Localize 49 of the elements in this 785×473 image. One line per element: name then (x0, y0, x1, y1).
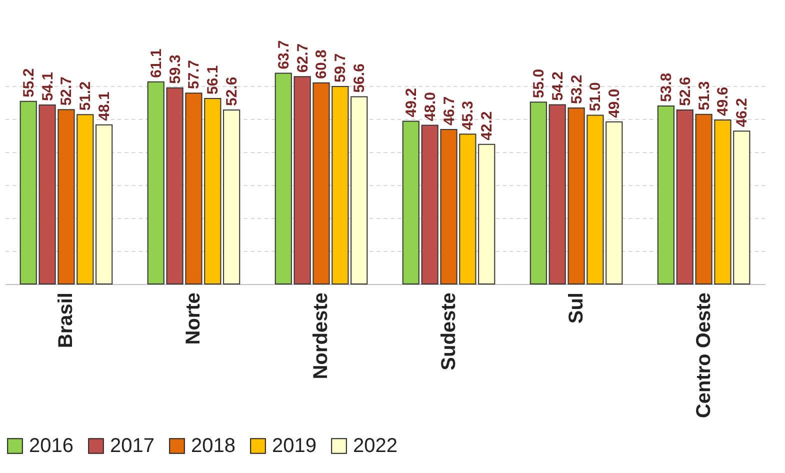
x-tick-label: Sudeste (438, 292, 460, 370)
bar (478, 144, 496, 284)
x-tick-label: Brasil (55, 292, 78, 348)
data-label: 52.6 (224, 76, 241, 106)
legend-label: 2016 (29, 435, 74, 457)
data-label: 52.6 (676, 76, 694, 106)
data-label: 63.7 (275, 40, 292, 70)
data-label: 56.6 (351, 64, 368, 93)
data-label: 51.3 (696, 81, 713, 110)
data-label: 62.7 (294, 43, 312, 73)
bar (350, 96, 368, 284)
legend-label: 2018 (191, 435, 236, 457)
data-label: 49.6 (714, 86, 732, 116)
data-label: 60.8 (313, 50, 330, 79)
data-label: 55.0 (530, 68, 548, 98)
data-label: 49.0 (606, 88, 624, 118)
bar (530, 102, 547, 284)
data-label: 46.7 (440, 96, 458, 126)
data-label: 45.3 (460, 100, 477, 130)
data-label: 46.2 (734, 98, 751, 128)
x-tick-label: Nordeste (310, 292, 332, 380)
data-label: 59.3 (166, 54, 184, 84)
legend-label: 2017 (110, 435, 154, 457)
data-label: 59.7 (332, 53, 350, 83)
x-tick-label: Centro Oeste (692, 292, 715, 418)
data-label: 56.1 (204, 65, 222, 94)
data-label: 49.2 (402, 88, 420, 118)
data-label: 51.0 (587, 82, 604, 112)
data-label: 42.2 (478, 111, 496, 140)
data-label: 57.7 (186, 60, 203, 90)
x-tick-label: Sul (565, 292, 588, 324)
bar (223, 110, 240, 284)
data-label: 54.1 (39, 72, 56, 102)
data-label: 52.7 (58, 76, 76, 106)
bar (657, 106, 674, 284)
legend-label: 2019 (272, 435, 316, 457)
bar (402, 120, 420, 284)
data-label: 53.2 (568, 74, 586, 104)
data-label: 48.1 (96, 92, 114, 121)
x-tick-label: Norte (182, 292, 205, 345)
data-label: 55.2 (20, 68, 38, 98)
data-label: 48.0 (422, 92, 439, 122)
legend-label: 2022 (353, 435, 398, 457)
bar (274, 72, 292, 284)
data-label: 51.2 (77, 81, 94, 111)
bar (96, 124, 113, 284)
data-label: 54.2 (549, 72, 566, 101)
data-label: 61.1 (148, 48, 165, 78)
data-label: 53.8 (658, 72, 675, 102)
